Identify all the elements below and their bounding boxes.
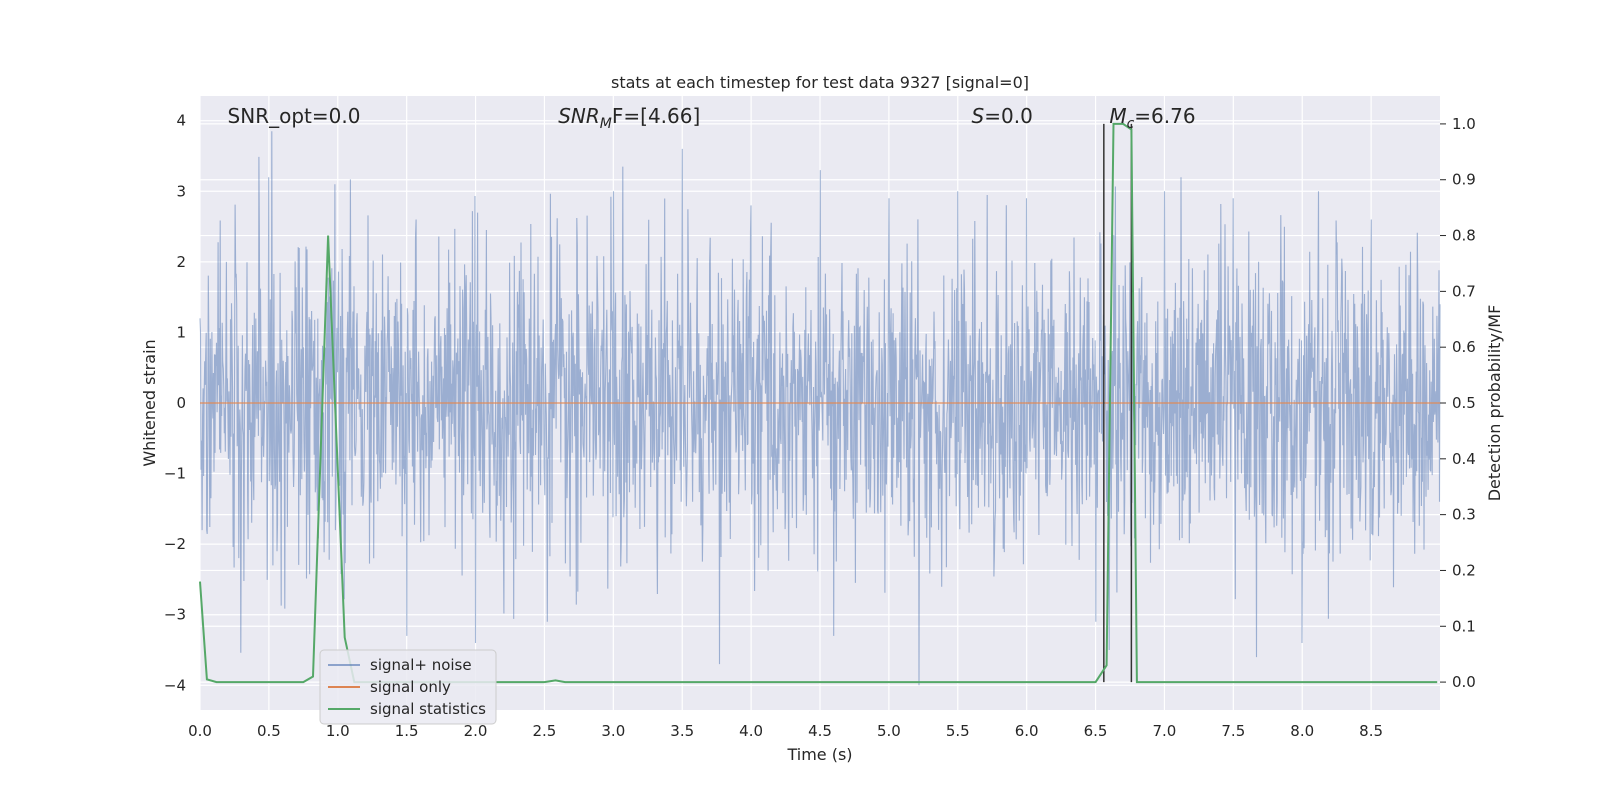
y-tick-label: 0 <box>176 394 186 412</box>
y-ticks: −4 −3 −2 −1 0 1 2 3 4 <box>164 112 186 695</box>
series-signal-noise-line <box>199 131 1441 686</box>
x-tick-label: 2.0 <box>464 722 488 740</box>
y-tick-label: 1 <box>176 323 186 341</box>
legend-box <box>319 649 497 725</box>
series-signal-statistics-line <box>199 122 1438 684</box>
x-tick-label: 1.0 <box>326 722 350 740</box>
legend-label: signal+ noise <box>370 656 472 674</box>
x-tick-label: 5.5 <box>946 722 970 740</box>
x-tick-label: 0.5 <box>257 722 281 740</box>
y-tick-label: −4 <box>164 676 186 694</box>
x-axis-label: Time (s) <box>786 745 852 764</box>
y2-tick-label: 1.0 <box>1452 115 1476 133</box>
legend-label: signal only <box>370 678 451 696</box>
annotation-2: SNRMF=[4.66] <box>558 104 700 132</box>
y2-tick-label: 0.1 <box>1452 617 1476 635</box>
y2-tick-label: 0.4 <box>1452 450 1476 468</box>
y-tick-label: −1 <box>164 465 186 483</box>
y-axis-label: Whitened strain <box>140 339 159 466</box>
x-tick-label: 7.5 <box>1221 722 1245 740</box>
annotations: SNR_opt=0.0 SNRMF=[4.66] S=0.0 Mc=6.76 <box>228 104 1196 132</box>
x-tick-label: 8.5 <box>1359 722 1383 740</box>
x-tick-label: 4.0 <box>739 722 763 740</box>
x-tick-label: 6.5 <box>1084 722 1108 740</box>
x-tick-label: 5.0 <box>877 722 901 740</box>
x-tick-label: 2.5 <box>533 722 557 740</box>
y2-tick-label: 0.0 <box>1452 673 1476 691</box>
x-tick-label: 3.0 <box>601 722 625 740</box>
y2-tick-label: 0.3 <box>1452 506 1476 524</box>
y-tick-label: −3 <box>164 606 186 624</box>
noise-series <box>199 131 1441 686</box>
y-tick-label: 3 <box>176 182 186 200</box>
x-ticks: 0.0 0.5 1.0 1.5 2.0 2.5 3.0 3.5 4.0 4.5 5.0 5.5 6.0 6… <box>188 722 1383 740</box>
x-tick-label: 0.0 <box>188 722 212 740</box>
x-tick-label: 6.0 <box>1015 722 1039 740</box>
x-tick-label: 1.5 <box>395 722 419 740</box>
y2-tick-label: 0.2 <box>1452 561 1476 579</box>
annotation-1: SNR_opt=0.0 <box>228 104 361 128</box>
chart-title: stats at each timestep for test data 932… <box>611 73 1029 92</box>
annotation-4: Mc=6.76 <box>1109 104 1195 132</box>
legend: signal+ noise signal only signal statistic… <box>319 649 497 725</box>
y2-tick-label: 0.9 <box>1452 171 1476 189</box>
legend-label: signal statistics <box>370 700 486 718</box>
y-tick-label: 4 <box>176 112 186 130</box>
y-tick-label: 2 <box>176 253 186 271</box>
y-tick-label: −2 <box>164 535 186 553</box>
x-tick-label: 7.0 <box>1153 722 1177 740</box>
x-tick-label: 4.5 <box>808 722 832 740</box>
y2-tick-label: 0.7 <box>1452 282 1476 300</box>
y2-tick-label: 0.5 <box>1452 394 1476 412</box>
x-tick-label: 8.0 <box>1290 722 1314 740</box>
y2-tick-label: 0.6 <box>1452 338 1476 356</box>
annotation-3: S=0.0 <box>972 104 1033 128</box>
y2-axis-label: Detection probability/MF <box>1485 305 1504 502</box>
line-series <box>199 122 1440 684</box>
y2-tick-label: 0.8 <box>1452 227 1476 245</box>
y2-ticks: 0.0 0.1 0.2 0.3 0.4 0.5 0.6 0.7 0.8 0.9 1.0 <box>1440 115 1476 691</box>
x-tick-label: 3.5 <box>670 722 694 740</box>
